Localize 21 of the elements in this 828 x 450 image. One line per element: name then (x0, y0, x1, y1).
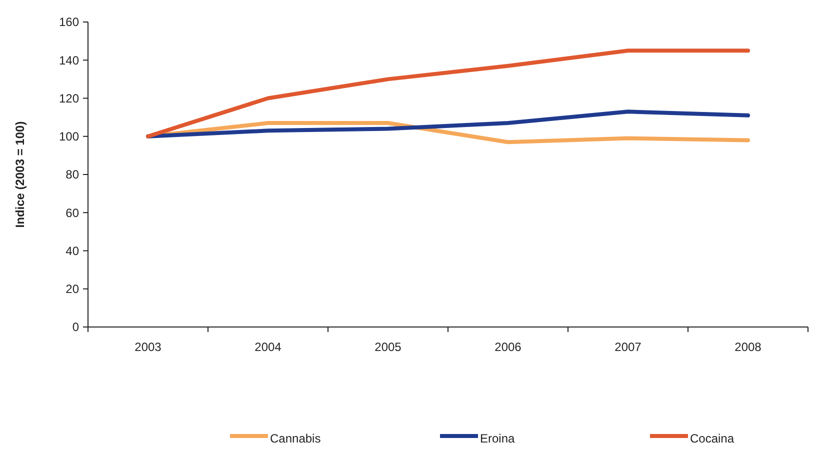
x-tick-label: 2003 (134, 340, 162, 354)
x-tick-label: 2008 (734, 340, 762, 354)
line-series (146, 48, 750, 138)
y-tick-label: 60 (66, 206, 80, 220)
x-tick-label: 2006 (494, 340, 522, 354)
y-tick-label: 140 (58, 53, 80, 68)
y-tick-label: 0 (72, 320, 80, 334)
line-series (146, 110, 750, 138)
x-tick-label: 2005 (374, 340, 402, 354)
legend-label: Cannabis (270, 432, 321, 446)
y-tick-label: 160 (58, 15, 80, 30)
y-tick-label: 20 (66, 282, 80, 296)
x-tick-label: 2007 (614, 340, 642, 354)
y-tick-label: 80 (66, 168, 80, 182)
y-axis-title: Indice (2003 = 100) (13, 121, 27, 228)
x-tick-label: 2004 (254, 340, 282, 354)
legend-label: Eroina (480, 432, 516, 446)
y-tick-label: 100 (58, 130, 80, 144)
y-tick-label: 120 (58, 91, 80, 106)
y-tick-label: 40 (66, 244, 80, 258)
legend-label: Cocaina (690, 432, 734, 446)
